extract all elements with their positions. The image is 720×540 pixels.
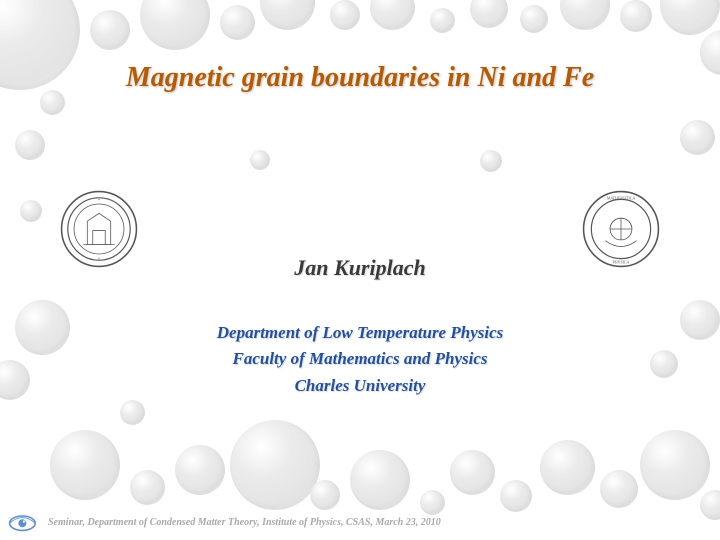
bubble xyxy=(310,480,340,510)
bubble xyxy=(175,445,225,495)
bubble xyxy=(50,430,120,500)
bubble xyxy=(560,0,610,30)
bubble xyxy=(420,490,445,515)
bubble xyxy=(520,5,548,33)
bubble xyxy=(130,470,165,505)
bubble xyxy=(600,470,638,508)
affiliation-line-3: Charles University xyxy=(0,373,720,399)
bubble xyxy=(620,0,652,32)
bubble xyxy=(700,490,720,520)
author-name: Jan Kuriplach xyxy=(0,255,720,281)
bubble xyxy=(430,8,455,33)
bubble xyxy=(90,10,130,50)
bubble xyxy=(370,0,415,30)
slide: Magnetic grain boundaries in Ni and Fe •… xyxy=(0,0,720,540)
bubble xyxy=(120,400,145,425)
affiliation-line-1: Department of Low Temperature Physics xyxy=(0,320,720,346)
bubble xyxy=(680,120,715,155)
footer-eye-icon xyxy=(8,512,40,534)
bubble xyxy=(470,0,508,28)
bubble xyxy=(20,200,42,222)
bubble xyxy=(330,0,360,30)
bubble xyxy=(660,0,720,35)
bubble xyxy=(480,150,502,172)
bubble xyxy=(230,420,320,510)
affiliation-block: Department of Low Temperature Physics Fa… xyxy=(0,320,720,399)
bubble xyxy=(250,150,270,170)
slide-title: Magnetic grain boundaries in Ni and Fe xyxy=(0,62,720,94)
bubble xyxy=(220,5,255,40)
svg-text:•: • xyxy=(98,199,100,204)
bubble xyxy=(15,130,45,160)
bubble xyxy=(350,450,410,510)
bubble xyxy=(450,450,495,495)
footer-text: Seminar, Department of Condensed Matter … xyxy=(48,517,441,528)
bubble xyxy=(140,0,210,50)
bubble xyxy=(500,480,532,512)
svg-text:MATHEMATICA: MATHEMATICA xyxy=(607,196,636,200)
affiliation-line-2: Faculty of Mathematics and Physics xyxy=(0,346,720,372)
bubble xyxy=(260,0,315,30)
bubble xyxy=(540,440,595,495)
bubble xyxy=(640,430,710,500)
